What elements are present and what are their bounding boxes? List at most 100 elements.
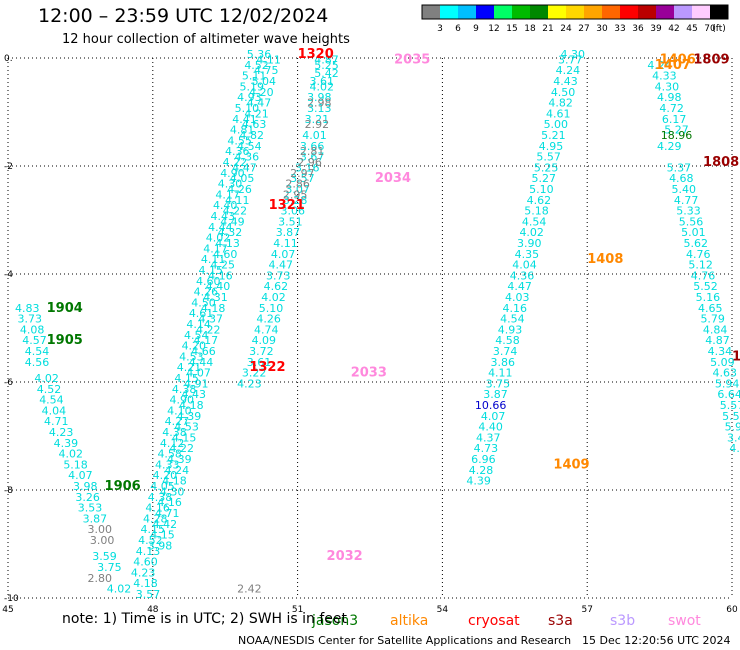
data-point: 4.49 bbox=[220, 215, 245, 228]
data-point: 5.25 bbox=[534, 161, 559, 174]
data-point: 4.63 bbox=[713, 367, 738, 380]
track-label: 2033 bbox=[351, 366, 387, 381]
data-point: 4.22 bbox=[223, 205, 248, 218]
data-point: 3.66 bbox=[300, 140, 325, 153]
data-point: 4.30 bbox=[655, 80, 680, 93]
colorbar-swatch bbox=[458, 5, 476, 19]
data-point: 4.15 bbox=[150, 529, 175, 542]
track-label: 1905 bbox=[47, 333, 83, 348]
track-label: 1320 bbox=[298, 47, 334, 62]
data-point: 4.24 bbox=[647, 59, 672, 72]
colorbar-swatch bbox=[548, 5, 566, 19]
data-point: 4.57 bbox=[22, 334, 47, 347]
data-point: 4.30 bbox=[560, 48, 585, 61]
data-point: 4.02 bbox=[34, 372, 59, 385]
data-point: 4.50 bbox=[191, 296, 216, 309]
data-point: 4.11 bbox=[225, 194, 250, 207]
data-point: 4.12 bbox=[160, 437, 185, 450]
data-point: 4.16 bbox=[157, 496, 182, 509]
data-point: 4.26 bbox=[256, 313, 281, 326]
data-point: 3.57 bbox=[136, 588, 161, 601]
data-point: 4.10 bbox=[167, 404, 192, 417]
data-point: 4.02 bbox=[206, 232, 231, 245]
data-point: 4.36 bbox=[510, 269, 535, 282]
x-tick-label: 60 bbox=[726, 605, 738, 615]
data-point: 4.54 bbox=[522, 215, 547, 228]
data-point: 4.30 bbox=[160, 485, 185, 498]
timestamp-text: 15 Dec 12:20:56 UTC 2024 bbox=[582, 634, 731, 647]
data-point: 4.90 bbox=[220, 167, 245, 180]
colorbar-label: 45 bbox=[686, 24, 697, 34]
data-point: 4.50 bbox=[551, 86, 576, 99]
track-label: 1906 bbox=[105, 479, 141, 494]
satellite-legend: jason3 altika cryosat s3a s3b swot bbox=[311, 613, 701, 629]
data-point: 4.18 bbox=[201, 302, 226, 315]
data-point: 4.22 bbox=[223, 156, 248, 169]
data-point: 3.07 bbox=[285, 183, 310, 196]
satellite-legend-s3b: s3b bbox=[610, 613, 635, 629]
data-point: 4.43 bbox=[182, 388, 207, 401]
data-point: 4.90 bbox=[170, 394, 195, 407]
data-point: 4.71 bbox=[155, 507, 180, 520]
data-point: 4.40 bbox=[478, 421, 503, 434]
data-point: 4.44 bbox=[208, 221, 233, 234]
data-point: 4.54 bbox=[184, 329, 209, 342]
data-point: 4.01 bbox=[302, 129, 327, 142]
data-point: 4.39 bbox=[54, 437, 79, 450]
data-point: 4.04 bbox=[512, 259, 537, 272]
data-point: 4.47 bbox=[268, 259, 293, 272]
data-point: 5.52 bbox=[693, 280, 718, 293]
colorbar-swatch bbox=[692, 5, 710, 19]
data-point: 3.75 bbox=[486, 377, 511, 390]
y-tick-label: -6 bbox=[4, 378, 13, 388]
data-point: 4.20 bbox=[153, 469, 178, 482]
data-point: 5.25 bbox=[314, 59, 339, 72]
data-point: 18.96 bbox=[661, 129, 693, 142]
data-point: 4.52 bbox=[37, 383, 62, 396]
colorbar-label: (ft) bbox=[712, 24, 726, 34]
satellite-legend-altika: altika bbox=[390, 613, 428, 629]
data-point: 4.20 bbox=[182, 340, 207, 353]
data-point: 3.87 bbox=[483, 388, 508, 401]
data-point: 4.39 bbox=[177, 410, 202, 423]
track-label: 1408 bbox=[587, 252, 623, 267]
data-point: 4.58 bbox=[495, 334, 520, 347]
data-point: 4.11 bbox=[488, 367, 513, 380]
data-point: 4.87 bbox=[705, 334, 730, 347]
data-point: 2.81 bbox=[300, 145, 325, 158]
data-point: 4.17 bbox=[203, 242, 228, 255]
data-point: 4.77 bbox=[674, 194, 699, 207]
data-point: 4.22 bbox=[196, 323, 221, 336]
data-point: 4.27 bbox=[165, 415, 190, 428]
data-point: 2.97 bbox=[290, 167, 315, 180]
data-point: 3.53 bbox=[78, 502, 103, 515]
data-point: 6.17 bbox=[662, 113, 687, 126]
track-label: 2035 bbox=[394, 52, 430, 67]
colorbar-swatch bbox=[440, 5, 458, 19]
data-point: 3.26 bbox=[75, 491, 100, 504]
data-point: 4.42 bbox=[153, 518, 178, 531]
data-point: 4.17 bbox=[215, 188, 240, 201]
data-point: 4.68 bbox=[669, 172, 694, 185]
data-point: 4.40 bbox=[213, 199, 238, 212]
data-point: 4.13 bbox=[215, 237, 240, 250]
data-point: 4.05 bbox=[230, 172, 255, 185]
data-point: 4.11 bbox=[273, 237, 298, 250]
data-point: 4.93 bbox=[237, 91, 262, 104]
satellite-legend-s3a: s3a bbox=[548, 613, 573, 629]
data-point: 4.16 bbox=[208, 269, 233, 282]
data-point: 4.15 bbox=[198, 264, 223, 277]
colorbar-border bbox=[421, 4, 729, 20]
data-point: 5.98 bbox=[725, 421, 740, 434]
data-point: 4.54 bbox=[25, 345, 50, 358]
data-point: 5.01 bbox=[681, 226, 706, 239]
track-label: 1808 bbox=[703, 155, 739, 170]
data-point: 3.59 bbox=[92, 550, 117, 563]
data-point: 5.57 bbox=[722, 410, 740, 423]
colorbar-label: 70 bbox=[704, 24, 716, 34]
data-point: 4.02 bbox=[309, 80, 334, 93]
data-point: 4.82 bbox=[239, 129, 264, 142]
satellite-legend-swot: swot bbox=[668, 613, 701, 629]
chart-subtitle: 12 hour collection of altimeter wave hei… bbox=[62, 32, 350, 47]
data-point: 4.54 bbox=[500, 313, 525, 326]
